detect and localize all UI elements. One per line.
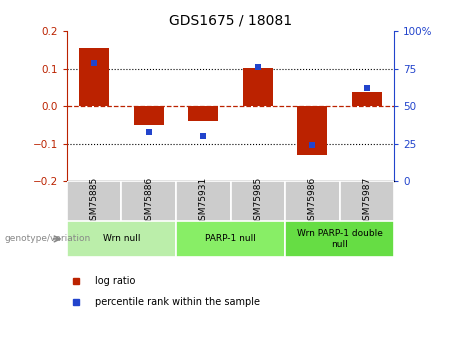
Text: Wrn null: Wrn null [103,234,140,244]
Bar [285,181,340,221]
Text: genotype/variation: genotype/variation [5,234,91,244]
Bar [297,106,327,155]
Bar [340,181,394,221]
Title: GDS1675 / 18081: GDS1675 / 18081 [169,13,292,27]
Text: GSM75886: GSM75886 [144,176,153,226]
Bar [188,106,218,121]
Text: PARP-1 null: PARP-1 null [205,234,256,244]
Bar [176,221,285,257]
Text: GSM75985: GSM75985 [253,176,262,226]
Text: percentile rank within the sample: percentile rank within the sample [95,297,260,307]
Bar [67,181,121,221]
Text: GSM75986: GSM75986 [308,176,317,226]
Bar [79,48,109,106]
Bar [176,181,230,221]
Text: Wrn PARP-1 double
null: Wrn PARP-1 double null [297,229,383,249]
Text: GSM75885: GSM75885 [89,176,99,226]
Text: GSM75931: GSM75931 [199,176,208,226]
Text: GSM75987: GSM75987 [362,176,372,226]
Bar [121,181,176,221]
Bar [67,221,176,257]
Bar [352,92,382,106]
Bar [230,181,285,221]
Bar [243,68,273,106]
Bar [134,106,164,125]
Bar [285,221,394,257]
Text: log ratio: log ratio [95,276,135,286]
